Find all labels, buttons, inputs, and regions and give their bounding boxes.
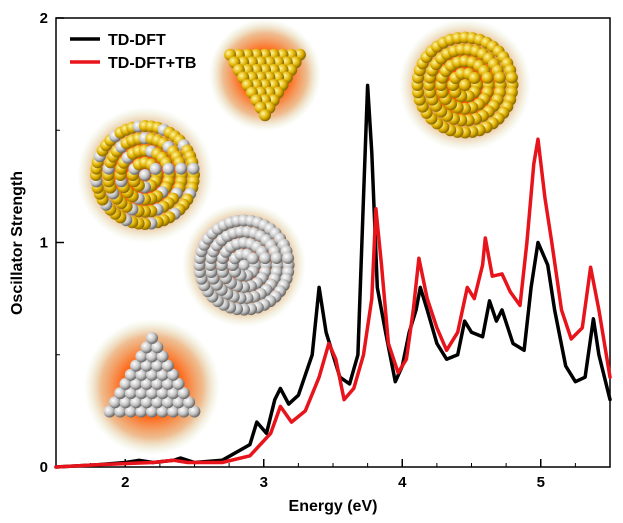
atom xyxy=(135,350,148,363)
atom xyxy=(238,259,250,271)
x-tick-label: 3 xyxy=(260,474,268,491)
atom xyxy=(259,252,272,265)
tetrahedron-gold-cluster-inset xyxy=(209,19,321,131)
axis-ticks: 2 3 4 5 0 1 2 xyxy=(40,10,611,491)
atom xyxy=(108,396,121,409)
atom xyxy=(162,162,175,175)
x-tick-label: 2 xyxy=(121,474,129,491)
atom xyxy=(151,359,164,372)
atom xyxy=(183,396,196,409)
atom xyxy=(146,350,158,363)
atom xyxy=(188,405,201,418)
atom xyxy=(167,387,180,400)
decahedral-mixed-cluster-inset xyxy=(182,203,306,327)
inset-glow xyxy=(84,319,220,455)
atom xyxy=(156,368,169,381)
decahedral-gold-cluster-inset xyxy=(399,19,531,151)
atom xyxy=(161,377,174,390)
atom xyxy=(151,341,164,354)
atom xyxy=(481,71,494,84)
atom xyxy=(175,162,188,175)
icosahedral-mixed-cluster-inset xyxy=(77,107,213,243)
legend-label-td-dft: TD-DFT xyxy=(108,32,166,49)
atom xyxy=(459,79,471,91)
atom xyxy=(149,162,162,175)
cluster-insets xyxy=(77,19,531,455)
atom xyxy=(172,396,185,409)
y-tick-label: 1 xyxy=(40,235,48,252)
atom xyxy=(124,387,137,400)
series-lines xyxy=(54,83,612,469)
legend: TD-DFT TD-DFT+TB xyxy=(70,32,196,72)
y-tick-label: 2 xyxy=(40,10,48,27)
atom xyxy=(259,109,271,122)
atom xyxy=(135,368,148,381)
x-axis-label: Energy (eV) xyxy=(289,498,378,515)
x-tick-label: 4 xyxy=(398,474,407,491)
atom xyxy=(167,405,180,418)
atom xyxy=(135,387,148,400)
atom xyxy=(156,387,169,400)
atom xyxy=(172,377,185,390)
atom xyxy=(130,377,143,390)
atom xyxy=(139,169,151,181)
atom xyxy=(130,396,143,409)
atom xyxy=(161,396,174,409)
atom xyxy=(151,377,164,390)
atom xyxy=(151,396,164,409)
atom xyxy=(124,405,137,418)
atom xyxy=(270,252,283,264)
atom xyxy=(167,368,180,381)
atom xyxy=(140,359,153,372)
atom xyxy=(156,405,169,418)
atom xyxy=(119,377,132,390)
atom xyxy=(146,368,158,381)
y-tick-label: 0 xyxy=(40,459,48,476)
atom xyxy=(493,71,506,84)
atom xyxy=(247,252,259,265)
legend-label-td-dft-tb: TD-DFT+TB xyxy=(108,55,196,72)
atom xyxy=(140,377,153,390)
atom xyxy=(103,405,116,418)
atom xyxy=(146,405,158,418)
atom xyxy=(282,252,295,264)
series-line-td-dft-tb xyxy=(54,137,612,469)
atom xyxy=(468,72,481,84)
atom xyxy=(119,396,132,409)
atom xyxy=(156,350,169,363)
atom xyxy=(114,387,127,400)
atom xyxy=(135,405,148,418)
atom xyxy=(140,396,153,409)
y-axis-label: Oscillator Strength xyxy=(9,171,26,315)
series-line-td-dft xyxy=(54,83,612,469)
atom xyxy=(146,387,158,400)
atom xyxy=(146,332,158,344)
atom xyxy=(130,359,143,372)
atom xyxy=(124,368,137,381)
tetrahedron-silver-cluster-inset xyxy=(84,319,220,455)
atom xyxy=(114,405,127,418)
x-tick-label: 5 xyxy=(537,474,545,491)
atom xyxy=(177,405,190,418)
atom xyxy=(161,359,174,372)
atom xyxy=(140,341,153,354)
atom xyxy=(187,162,200,175)
atom xyxy=(177,387,190,400)
atom xyxy=(505,71,518,84)
